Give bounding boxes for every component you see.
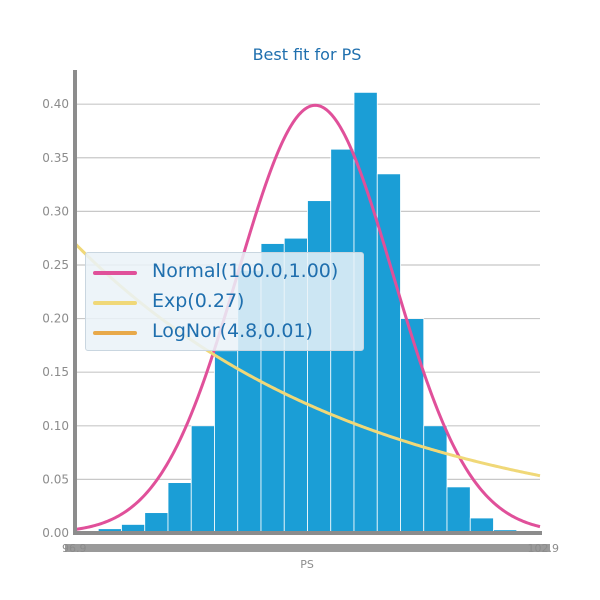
histogram-bar-4 [167,482,192,534]
chart-title: Best fit for PS [253,45,362,64]
histogram-bar-15 [423,425,448,534]
histogram-bar-6 [214,350,239,534]
legend-label-lognorm: LogNor(4.8,0.01) [152,320,313,342]
histogram-bar-10 [307,200,332,534]
histogram-bar-3 [144,512,169,534]
x-tick-band [65,544,550,552]
legend: Normal(100.0,1.00) Exp(0.27) LogNor(4.8,… [85,252,364,351]
legend-swatch-lognorm [93,331,137,335]
legend-item-exp: Exp(0.27) [86,288,363,318]
y-tick-label-5: 0.25 [42,258,69,272]
legend-swatch-normal [93,271,137,275]
y-tick-label-2: 0.10 [42,419,69,433]
x-tick-label-right: 102.9 [528,542,560,555]
ticks-layer: 0.00 0.05 0.10 0.15 0.20 0.25 0.30 0.35 0.40 96.9… [42,97,559,555]
y-tick-label-1: 0.05 [42,472,69,486]
bars-layer [74,91,541,534]
legend-item-lognorm: LogNor(4.8,0.01) [86,318,363,348]
x-tick-label-left: 96.9 [62,542,87,555]
x-axis-label: PS [300,558,314,571]
legend-label-normal: Normal(100.0,1.00) [152,260,339,282]
y-tick-label-3: 0.15 [42,365,69,379]
y-tick-label-0: 0.00 [42,526,69,540]
histogram-bar-5 [190,425,215,534]
histogram-bar-14 [400,318,425,534]
y-tick-label-7: 0.35 [42,151,69,165]
histogram-bar-16 [446,486,471,534]
legend-swatch-exp [93,301,137,305]
y-tick-label-4: 0.20 [42,312,69,326]
histogram-bar-17 [469,517,494,534]
axes-layer [65,70,550,552]
histogram-bar-13 [376,173,401,534]
y-tick-label-8: 0.40 [42,97,69,111]
y-tick-label-6: 0.30 [42,204,69,218]
curve-normal [74,103,541,531]
legend-item-normal: Normal(100.0,1.00) [86,258,363,288]
legend-label-exp: Exp(0.27) [152,290,245,312]
